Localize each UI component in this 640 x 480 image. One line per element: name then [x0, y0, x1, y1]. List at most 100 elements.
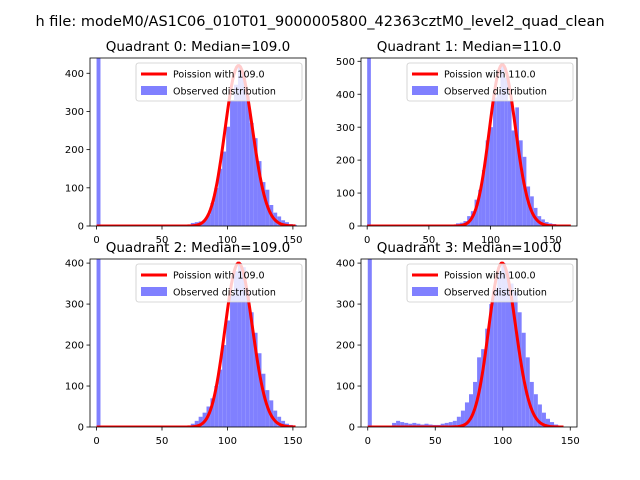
legend-fit-label: Poission with 109.0	[173, 271, 265, 282]
plot-area	[96, 259, 296, 427]
histogram-bar	[237, 65, 242, 226]
y-tick-label: 100	[336, 189, 355, 200]
plot-area	[366, 58, 572, 226]
histogram-bar	[424, 423, 429, 427]
histogram-bar	[257, 161, 262, 226]
histogram-bar	[485, 140, 490, 226]
histogram-bar	[230, 100, 234, 226]
x-tick-label: 0	[93, 436, 99, 447]
histogram-bar	[234, 84, 238, 226]
y-tick-label: 400	[65, 259, 84, 270]
panel-title: Quadrant 3: Median=100.0	[377, 240, 561, 256]
histogram-bar	[444, 422, 449, 427]
figure-suptitle: h file: modeM0/AS1C06_010T01_9000005800_…	[35, 14, 604, 30]
histogram-bar	[507, 100, 512, 226]
histogram-bar	[230, 295, 234, 427]
histogram-bar	[412, 422, 417, 427]
x-tick-label: 50	[429, 436, 442, 447]
poisson-fit-line	[96, 64, 296, 226]
x-tick-label: 50	[423, 235, 436, 246]
histogram-bar	[281, 420, 286, 427]
histogram-bar	[253, 138, 258, 226]
histogram-bar	[96, 259, 101, 427]
histogram-bar	[537, 404, 542, 427]
histogram-bar	[241, 73, 246, 226]
histogram-bar	[493, 97, 497, 226]
x-tick-label: 50	[156, 235, 169, 246]
legend: Poission with 109.0 Observed distribution	[135, 62, 303, 102]
histogram-bar	[478, 189, 482, 226]
poisson-fit-line	[96, 261, 296, 427]
histogram-bar	[533, 394, 538, 427]
legend-box	[406, 62, 574, 102]
legend: Poission with 109.0 Observed distribution	[135, 263, 303, 303]
x-tick-label: 0	[365, 436, 371, 447]
panel-title: Quadrant 0: Median=109.0	[106, 39, 290, 55]
y-tick-label: 100	[65, 183, 84, 194]
axes-frame	[89, 57, 307, 227]
x-tick-label: 150	[543, 235, 562, 246]
histogram-bar	[396, 420, 401, 427]
y-tick-label: 300	[65, 107, 84, 118]
histogram-bar	[481, 349, 486, 427]
histogram-bar	[261, 373, 266, 427]
poisson-fit-line	[367, 261, 564, 427]
poisson-fit-line	[366, 63, 572, 226]
histogram-bar	[489, 304, 494, 427]
y-tick-label: 200	[336, 156, 355, 167]
histogram-bar	[497, 271, 502, 427]
y-tick-label: 200	[336, 341, 355, 352]
y-tick-label: 0	[349, 222, 355, 233]
histogram-bar	[367, 259, 372, 427]
legend-bar-swatch	[412, 86, 438, 95]
panel-title: Quadrant 1: Median=110.0	[377, 39, 561, 55]
histogram-bar	[481, 170, 486, 226]
histogram-bar	[511, 130, 516, 226]
x-tick-label: 150	[283, 436, 302, 447]
histogram-bar	[518, 140, 523, 226]
legend: Poission with 110.0 Observed distribution	[406, 62, 574, 102]
histogram-bar	[404, 422, 409, 427]
quadrant-0-panel: 0 50 100 150 0 100 200 300 400 Quadrant 0: Median…	[65, 39, 307, 246]
y-tick-label: 300	[336, 300, 355, 311]
histogram-bar	[550, 422, 555, 427]
x-tick-label: 150	[283, 235, 302, 246]
histogram-bar	[249, 122, 254, 226]
histogram-bar	[214, 386, 219, 427]
histogram-bar	[501, 263, 506, 427]
histogram-bar	[277, 416, 282, 427]
histogram-bar	[245, 291, 250, 427]
histogram-bar	[96, 58, 101, 226]
y-tick-label: 300	[336, 123, 355, 134]
x-tick-label: 50	[156, 436, 169, 447]
y-tick-label: 0	[78, 222, 84, 233]
x-tick-label: 100	[481, 235, 500, 246]
panel-title: Quadrant 2: Median=109.0	[106, 240, 290, 256]
histogram-bar	[416, 423, 421, 427]
histogram-bar	[452, 420, 457, 427]
y-tick-label: 400	[336, 259, 355, 270]
legend-bar-swatch	[141, 287, 167, 296]
histogram-bar	[509, 283, 514, 427]
histogram-bar	[210, 203, 215, 226]
histogram-bar	[515, 107, 519, 226]
histogram-bar	[448, 422, 453, 427]
histogram-bar	[529, 381, 534, 427]
legend-bar-swatch	[412, 287, 438, 296]
histogram-bar	[241, 267, 246, 427]
axes-frame	[360, 258, 578, 428]
y-tick-label: 200	[65, 145, 84, 156]
x-tick-label: 0	[93, 235, 99, 246]
histogram-bar	[513, 291, 518, 427]
legend-bar-swatch	[141, 86, 167, 95]
histogram-bar	[214, 187, 219, 226]
x-tick-label: 100	[218, 235, 237, 246]
histogram-bar	[489, 127, 494, 226]
plot-area	[96, 58, 297, 226]
x-tick-label: 0	[364, 235, 370, 246]
histogram-bar	[222, 151, 227, 226]
legend-bar-label: Observed distribution	[173, 288, 276, 299]
x-tick-label: 100	[218, 436, 237, 447]
quadrant-1-panel: 0 50 100 150 0 100 200 300 400 500 Quadrant 1: Med…	[336, 39, 578, 246]
x-tick-label: 100	[493, 436, 512, 447]
